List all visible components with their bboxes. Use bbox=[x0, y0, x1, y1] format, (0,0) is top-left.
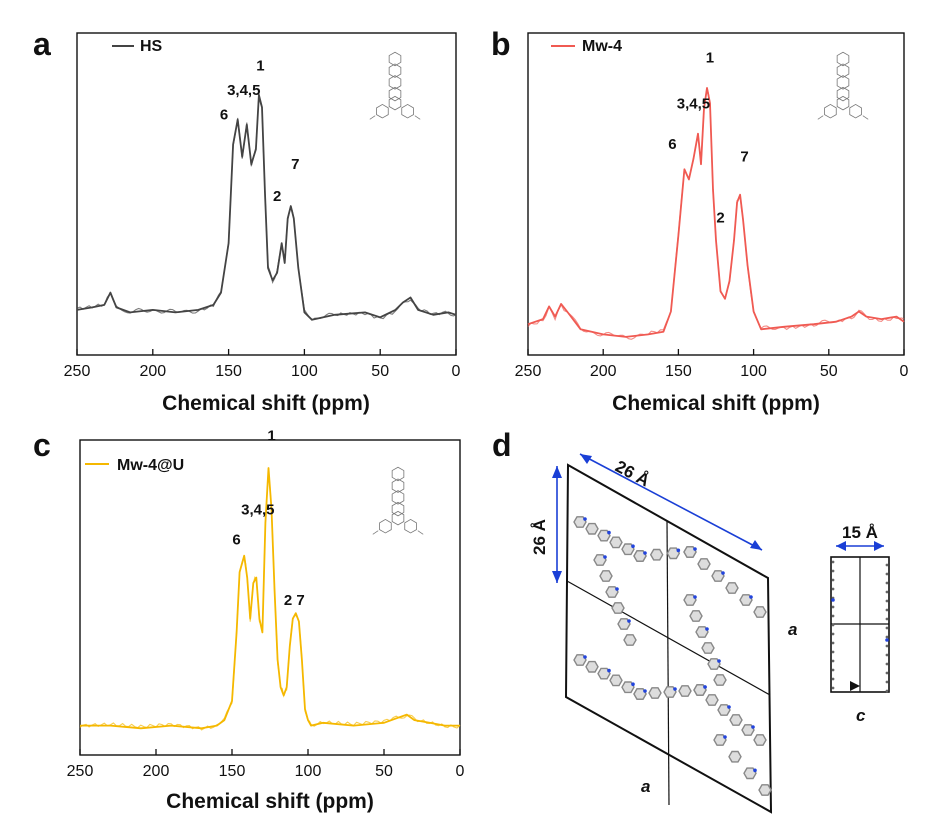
plot-frame-b bbox=[527, 32, 905, 356]
x-tick-label: 0 bbox=[900, 363, 909, 380]
dimension-arrow-side bbox=[836, 541, 884, 551]
axis-label-c: c bbox=[856, 706, 866, 725]
peak-label: 6 bbox=[220, 107, 228, 124]
dimension-label-vertical: 26 Å bbox=[530, 519, 549, 555]
series-noise bbox=[76, 93, 457, 321]
peak-label: 2 bbox=[273, 188, 281, 205]
panel-letter-a: a bbox=[33, 26, 51, 62]
peak-label: 3,4,5 bbox=[241, 502, 274, 519]
peak-label: 2 7 bbox=[284, 592, 305, 609]
peak-label: 6 bbox=[232, 532, 240, 549]
unit-cell-frame bbox=[564, 463, 773, 814]
x-tick-label: 200 bbox=[590, 363, 617, 380]
peak-label: 2 bbox=[716, 210, 724, 227]
molecule-structure-icon bbox=[817, 51, 869, 120]
peak-label: 1 bbox=[256, 57, 264, 74]
x-tick-label: 50 bbox=[371, 363, 389, 380]
dimension-arrow-vertical bbox=[552, 466, 562, 583]
series-line-c bbox=[79, 467, 461, 731]
panel-letter-d: d bbox=[492, 427, 512, 463]
x-tick-label: 100 bbox=[295, 763, 322, 780]
molecule-structure-icon bbox=[369, 51, 421, 120]
x-tick-label: 200 bbox=[139, 363, 166, 380]
panel-letter-b: b bbox=[491, 26, 511, 62]
peak-label: 3,4,5 bbox=[677, 95, 710, 112]
side-view-cell bbox=[830, 556, 890, 693]
series-line-b bbox=[527, 87, 905, 340]
x-tick-label: 200 bbox=[143, 763, 170, 780]
peak-labels-c: 1 3,4,56 2 7 bbox=[232, 428, 304, 609]
plot-frame-a bbox=[76, 32, 457, 356]
peak-labels-a: 1 3,4,5 6 72 bbox=[220, 57, 300, 205]
molecule-structure-icon bbox=[372, 466, 424, 535]
x-tick-label: 150 bbox=[219, 763, 246, 780]
legend-label-c: Mw-4@U bbox=[117, 457, 184, 474]
series-line bbox=[76, 94, 457, 321]
peak-label: 6 bbox=[668, 136, 676, 153]
x-tick-label: 250 bbox=[64, 363, 91, 380]
legend-label-b: Mw-4 bbox=[582, 38, 622, 55]
axis-label-a-bottom: a bbox=[641, 777, 650, 796]
peak-label: 1 bbox=[267, 428, 275, 445]
peak-label: 7 bbox=[740, 149, 748, 166]
peak-label: 1 bbox=[706, 50, 714, 67]
x-tick-label: 50 bbox=[820, 363, 838, 380]
panel-letter-c: c bbox=[33, 427, 51, 463]
framework-structure bbox=[573, 516, 772, 796]
peak-labels-b: 1 3,4,5 6 7 2 bbox=[668, 50, 749, 227]
series-noise bbox=[79, 471, 461, 731]
panel-a: a HS 250 200 150 100 50 0 1 3,4,5 6 72 Chemical … bbox=[33, 26, 461, 415]
axis-label-a-right: a bbox=[788, 620, 797, 639]
legend-label-a: HS bbox=[140, 38, 163, 55]
peak-label: 3,4,5 bbox=[227, 82, 260, 99]
x-axis-label-c: Chemical shift (ppm) bbox=[166, 790, 374, 813]
panel-c: c Mw-4@U 250 200 150 100 50 0 1 3,4,56 2 7 Chem… bbox=[33, 427, 465, 813]
x-tick-label: 0 bbox=[452, 363, 461, 380]
dimension-arrow-horizontal bbox=[579, 453, 763, 551]
x-tick-label: 0 bbox=[456, 763, 465, 780]
x-ticks-b: 250 200 150 100 50 0 bbox=[515, 349, 909, 380]
x-tick-label: 150 bbox=[215, 363, 242, 380]
series-noise bbox=[527, 87, 905, 340]
x-tick-label: 100 bbox=[291, 363, 318, 380]
peak-label: 7 bbox=[291, 156, 299, 173]
x-axis-label-b: Chemical shift (ppm) bbox=[612, 392, 820, 415]
dimension-label-horizontal: 26 Å bbox=[612, 457, 653, 491]
x-tick-label: 250 bbox=[67, 763, 94, 780]
plot-frame-c bbox=[79, 439, 461, 756]
panel-d: d 26 Å 26 Å a a bbox=[492, 427, 890, 814]
x-tick-label: 100 bbox=[740, 363, 767, 380]
x-tick-label: 250 bbox=[515, 363, 542, 380]
series-line-a bbox=[76, 93, 457, 321]
dimension-label-side: 15 Å bbox=[842, 523, 878, 542]
panel-b: b Mw-4 250 200 150 100 50 0 1 3,4,5 6 7 2 Chemica… bbox=[491, 26, 909, 415]
x-ticks-c: 250 200 150 100 50 0 bbox=[67, 749, 465, 780]
x-ticks-a: 250 200 150 100 50 0 bbox=[64, 349, 461, 380]
x-axis-label-a: Chemical shift (ppm) bbox=[162, 392, 370, 415]
x-tick-label: 150 bbox=[665, 363, 692, 380]
x-tick-label: 50 bbox=[375, 763, 393, 780]
